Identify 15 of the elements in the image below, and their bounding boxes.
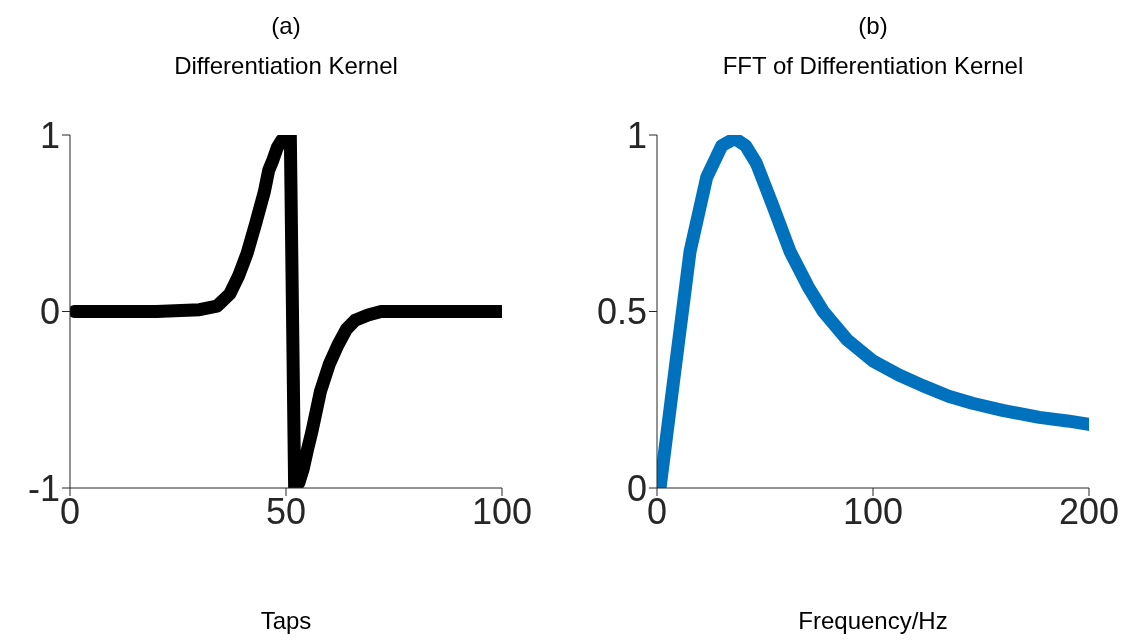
x-axis-title: Taps [259,607,313,635]
x-tick-label: 50 [265,490,307,532]
y-tick-label: -1 [27,467,60,509]
x-tick-label: 100 [471,490,533,532]
chart-title: Differentiation Kernel [173,52,399,80]
y-tick-label: 0 [39,291,60,333]
y-tick-label: 1 [626,114,647,156]
x-tick-label: 100 [842,490,904,532]
text: (a) [270,12,302,40]
chart-title: FFT of Differentiation Kernel [721,52,1025,80]
x-tick-label: 200 [1058,490,1120,532]
y-tick-label: 0.5 [596,291,647,333]
text: (b) [857,12,889,40]
y-tick-label: 1 [39,114,60,156]
x-axis-title: Frequency/Hz [797,607,949,635]
